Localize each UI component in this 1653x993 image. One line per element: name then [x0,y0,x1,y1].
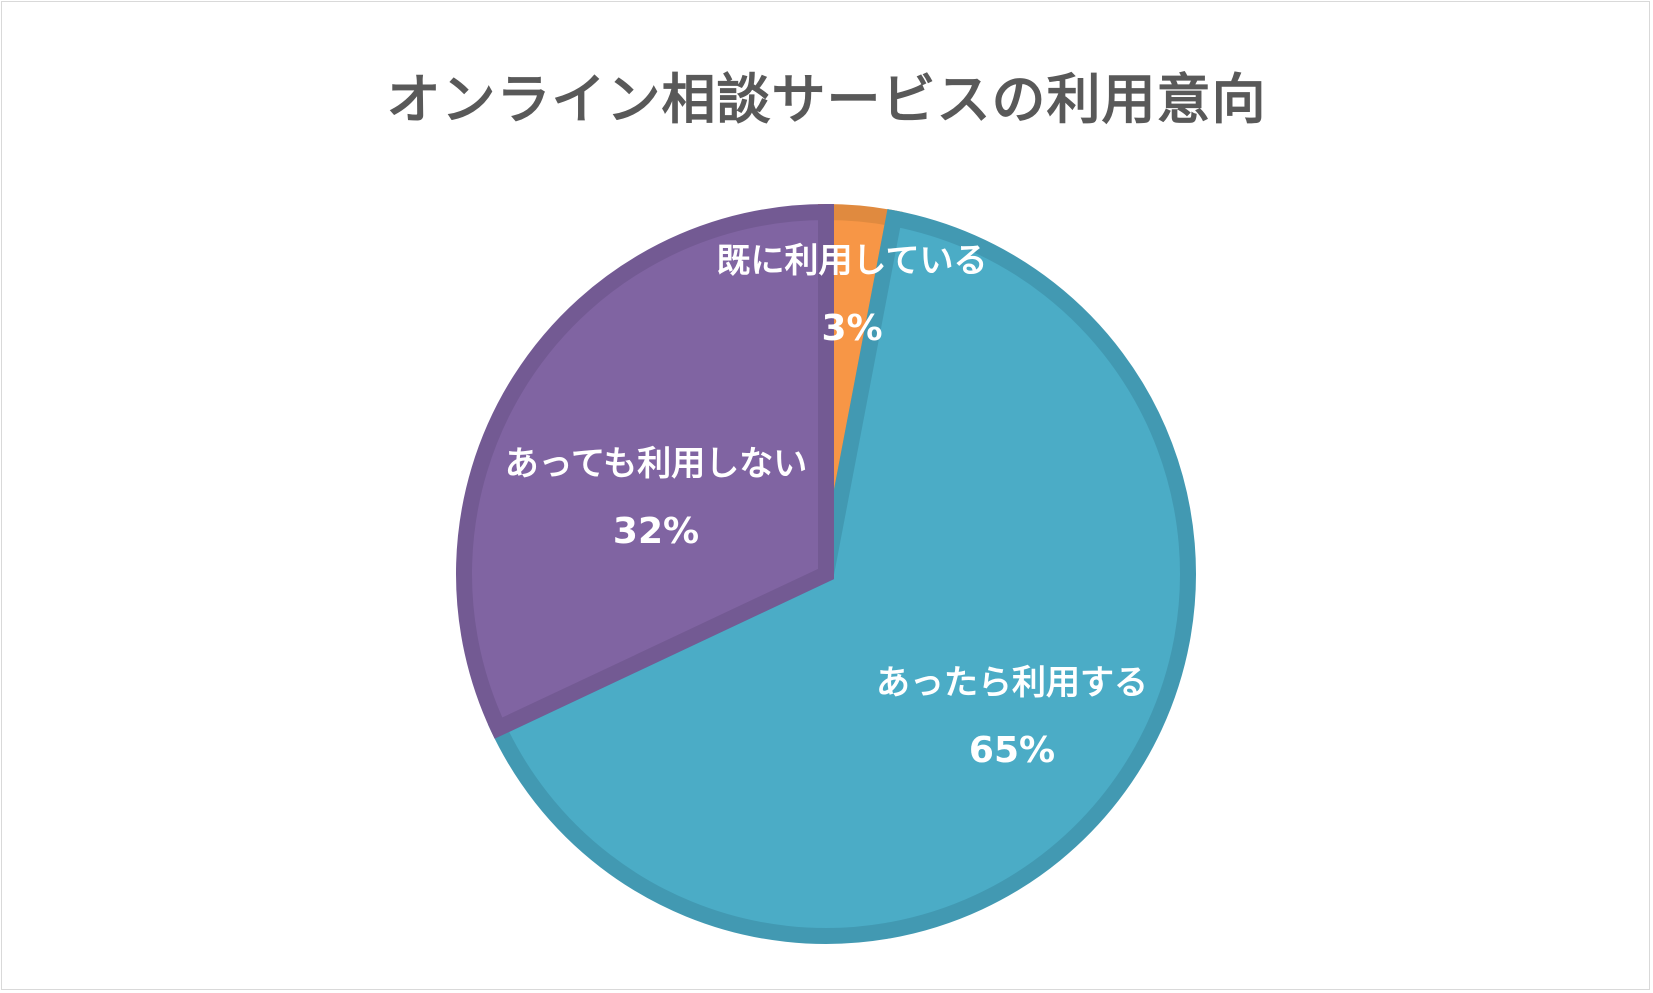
pie-labels: 既に利用している 3% あったら利用する 65% あっても利用しない 32% [505,241,1148,771]
pie-slices [456,203,1196,944]
slice-value-would-not-use: 32% [613,511,699,552]
pie-slice-would-use [487,209,1196,944]
slice-label-existing-users: 既に利用している [717,241,988,281]
slice-value-existing-users: 3% [821,308,882,349]
slice-label-would-not-use: あっても利用しない [505,444,808,484]
slice-label-would-use: あったら利用する [876,663,1148,703]
chart-title: オンライン相談サービスの利用意向 [386,68,1267,131]
slice-value-would-use: 65% [969,730,1055,771]
pie-slice-would-not-use [456,203,834,739]
